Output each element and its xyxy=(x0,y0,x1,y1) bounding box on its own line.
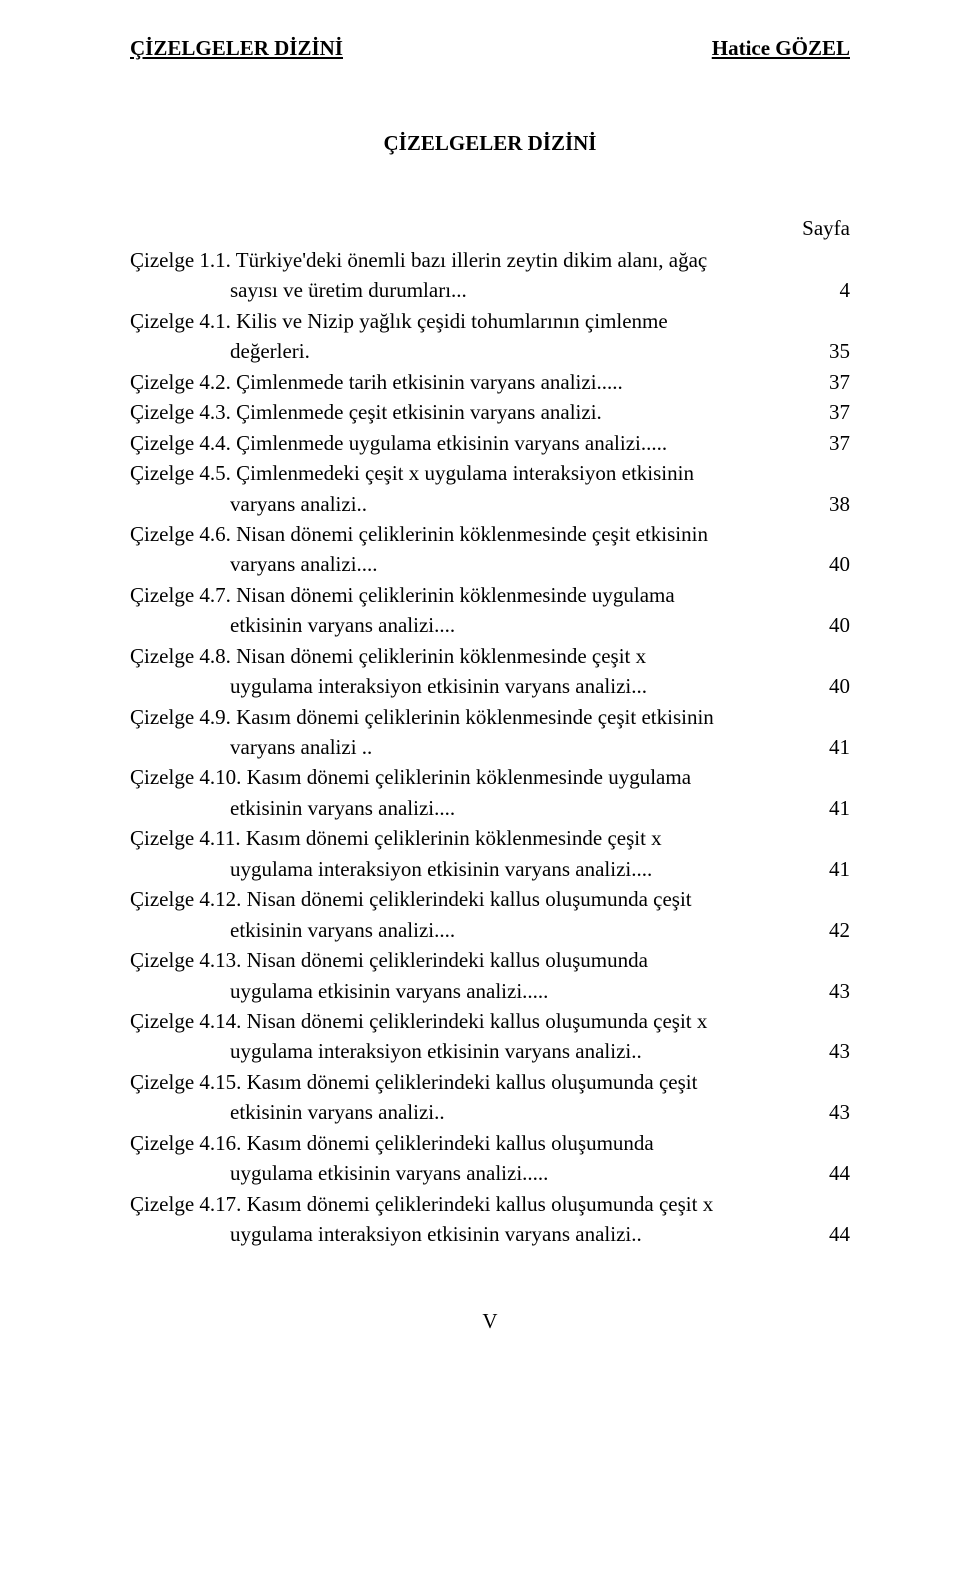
toc-entry-line2: varyans analizi .. xyxy=(130,732,714,762)
toc-entry-line1: Çizelge 4.16. Kasım dönemi çeliklerindek… xyxy=(130,1131,654,1155)
toc-entry: Çizelge 4.2. Çimlenmede tarih etkisinin … xyxy=(130,367,850,397)
toc-entry-text: Çizelge 4.4. Çimlenmede uygulama etkisin… xyxy=(130,428,667,458)
toc-entry-line2: değerleri. xyxy=(130,336,668,366)
toc-entry-line1: Çizelge 4.6. Nisan dönemi çeliklerinin k… xyxy=(130,522,708,546)
toc-entry: Çizelge 4.9. Kasım dönemi çeliklerinin k… xyxy=(130,702,850,763)
toc-entry-text: Çizelge 4.3. Çimlenmede çeşit etkisinin … xyxy=(130,397,602,427)
toc-entry-text: Çizelge 4.7. Nisan dönemi çeliklerinin k… xyxy=(130,580,675,641)
toc-entry-page: 41 xyxy=(800,732,850,762)
toc-entry: Çizelge 4.17. Kasım dönemi çeliklerindek… xyxy=(130,1189,850,1250)
toc-entry-page: 43 xyxy=(800,976,850,1006)
toc-entry-text: Çizelge 4.6. Nisan dönemi çeliklerinin k… xyxy=(130,519,708,580)
toc-entry-text: Çizelge 4.17. Kasım dönemi çeliklerindek… xyxy=(130,1189,713,1250)
toc-entry: Çizelge 4.12. Nisan dönemi çeliklerindek… xyxy=(130,884,850,945)
toc-entry-text: Çizelge 4.12. Nisan dönemi çeliklerindek… xyxy=(130,884,692,945)
toc-entry-text: Çizelge 4.15. Kasım dönemi çeliklerindek… xyxy=(130,1067,697,1128)
toc-entry-text: Çizelge 4.10. Kasım dönemi çeliklerinin … xyxy=(130,762,691,823)
toc-entry-text: Çizelge 4.9. Kasım dönemi çeliklerinin k… xyxy=(130,702,714,763)
toc-entry-line2: varyans analizi.... xyxy=(130,549,708,579)
toc-entry-line2: etkisinin varyans analizi.... xyxy=(130,610,675,640)
toc-entry: Çizelge 4.3. Çimlenmede çeşit etkisinin … xyxy=(130,397,850,427)
toc-entry-page: 40 xyxy=(800,549,850,579)
toc-entry: Çizelge 4.15. Kasım dönemi çeliklerindek… xyxy=(130,1067,850,1128)
header-left: ÇİZELGELER DİZİNİ xyxy=(130,36,343,61)
toc-entry-text: Çizelge 4.2. Çimlenmede tarih etkisinin … xyxy=(130,367,623,397)
toc-entry-line2: etkisinin varyans analizi.. xyxy=(130,1097,697,1127)
toc-entry-line1: Çizelge 4.11. Kasım dönemi çeliklerinin … xyxy=(130,826,662,850)
toc-entry: Çizelge 4.14. Nisan dönemi çeliklerindek… xyxy=(130,1006,850,1067)
toc-entry-line1: Çizelge 4.10. Kasım dönemi çeliklerinin … xyxy=(130,765,691,789)
toc-entry-line2: uygulama interaksiyon etkisinin varyans … xyxy=(130,1219,713,1249)
toc-entry: Çizelge 4.4. Çimlenmede uygulama etkisin… xyxy=(130,428,850,458)
toc-entry-page: 40 xyxy=(800,671,850,701)
toc-entry-line1: Çizelge 4.3. Çimlenmede çeşit etkisinin … xyxy=(130,400,602,424)
page-number: V xyxy=(130,1309,850,1334)
toc-entry-page: 4 xyxy=(800,275,850,305)
toc-entry-line1: Çizelge 4.1. Kilis ve Nizip yağlık çeşid… xyxy=(130,309,668,333)
toc-entry: Çizelge 1.1. Türkiye'deki önemli bazı il… xyxy=(130,245,850,306)
toc-entry: Çizelge 4.13. Nisan dönemi çeliklerindek… xyxy=(130,945,850,1006)
toc-entry-line1: Çizelge 1.1. Türkiye'deki önemli bazı il… xyxy=(130,248,707,272)
toc-entry-line1: Çizelge 4.13. Nisan dönemi çeliklerindek… xyxy=(130,948,648,972)
toc-entry-line2: sayısı ve üretim durumları... xyxy=(130,275,707,305)
toc-entry-text: Çizelge 4.5. Çimlenmedeki çeşit x uygula… xyxy=(130,458,694,519)
toc-entry-line1: Çizelge 4.17. Kasım dönemi çeliklerindek… xyxy=(130,1192,713,1216)
toc-entry-line1: Çizelge 4.12. Nisan dönemi çeliklerindek… xyxy=(130,887,692,911)
toc-entry-line2: etkisinin varyans analizi.... xyxy=(130,915,692,945)
toc-entry-page: 37 xyxy=(800,367,850,397)
toc-entry-page: 41 xyxy=(800,854,850,884)
toc-entry-line1: Çizelge 4.15. Kasım dönemi çeliklerindek… xyxy=(130,1070,697,1094)
toc-entry: Çizelge 4.8. Nisan dönemi çeliklerinin k… xyxy=(130,641,850,702)
toc-entry-line2: uygulama interaksiyon etkisinin varyans … xyxy=(130,854,662,884)
toc-entry: Çizelge 4.7. Nisan dönemi çeliklerinin k… xyxy=(130,580,850,641)
toc-entry-page: 41 xyxy=(800,793,850,823)
toc-entry-line1: Çizelge 4.8. Nisan dönemi çeliklerinin k… xyxy=(130,644,646,668)
toc-entry: Çizelge 4.5. Çimlenmedeki çeşit x uygula… xyxy=(130,458,850,519)
toc-entry-page: 42 xyxy=(800,915,850,945)
toc-entry: Çizelge 4.1. Kilis ve Nizip yağlık çeşid… xyxy=(130,306,850,367)
toc-entry-text: Çizelge 4.1. Kilis ve Nizip yağlık çeşid… xyxy=(130,306,668,367)
toc-entry-page: 35 xyxy=(800,336,850,366)
page-header: ÇİZELGELER DİZİNİ Hatice GÖZEL xyxy=(130,36,850,61)
toc-entry-text: Çizelge 4.8. Nisan dönemi çeliklerinin k… xyxy=(130,641,647,702)
toc-entry-line1: Çizelge 4.2. Çimlenmede tarih etkisinin … xyxy=(130,370,623,394)
toc-entry-page: 37 xyxy=(800,428,850,458)
page-column-label: Sayfa xyxy=(130,216,850,241)
toc-entry: Çizelge 4.16. Kasım dönemi çeliklerindek… xyxy=(130,1128,850,1189)
toc-entry-page: 43 xyxy=(800,1097,850,1127)
toc-entry: Çizelge 4.11. Kasım dönemi çeliklerinin … xyxy=(130,823,850,884)
toc-entry-page: 37 xyxy=(800,397,850,427)
toc-entry: Çizelge 4.10. Kasım dönemi çeliklerinin … xyxy=(130,762,850,823)
toc-entry-line2: varyans analizi.. xyxy=(130,489,694,519)
toc-entry-line2: etkisinin varyans analizi.... xyxy=(130,793,691,823)
toc-entry-line2: uygulama etkisinin varyans analizi..... xyxy=(130,976,648,1006)
toc-entry-text: Çizelge 4.14. Nisan dönemi çeliklerindek… xyxy=(130,1006,707,1067)
toc-entry-page: 44 xyxy=(800,1219,850,1249)
toc-entry-page: 38 xyxy=(800,489,850,519)
page-title: ÇİZELGELER DİZİNİ xyxy=(130,131,850,156)
toc-list: Çizelge 1.1. Türkiye'deki önemli bazı il… xyxy=(130,245,850,1249)
toc-entry-line1: Çizelge 4.7. Nisan dönemi çeliklerinin k… xyxy=(130,583,675,607)
toc-entry-page: 40 xyxy=(800,610,850,640)
toc-entry-line2: uygulama interaksiyon etkisinin varyans … xyxy=(130,671,647,701)
toc-entry-text: Çizelge 4.13. Nisan dönemi çeliklerindek… xyxy=(130,945,648,1006)
toc-entry-line1: Çizelge 4.9. Kasım dönemi çeliklerinin k… xyxy=(130,705,714,729)
toc-entry-line1: Çizelge 4.5. Çimlenmedeki çeşit x uygula… xyxy=(130,461,694,485)
toc-entry-text: Çizelge 4.11. Kasım dönemi çeliklerinin … xyxy=(130,823,662,884)
toc-entry: Çizelge 4.6. Nisan dönemi çeliklerinin k… xyxy=(130,519,850,580)
toc-entry-text: Çizelge 4.16. Kasım dönemi çeliklerindek… xyxy=(130,1128,654,1189)
toc-entry-line2: uygulama etkisinin varyans analizi..... xyxy=(130,1158,654,1188)
toc-entry-page: 44 xyxy=(800,1158,850,1188)
toc-entry-line1: Çizelge 4.14. Nisan dönemi çeliklerindek… xyxy=(130,1009,707,1033)
toc-entry-page: 43 xyxy=(800,1036,850,1066)
header-right: Hatice GÖZEL xyxy=(712,36,850,61)
toc-entry-text: Çizelge 1.1. Türkiye'deki önemli bazı il… xyxy=(130,245,707,306)
toc-entry-line1: Çizelge 4.4. Çimlenmede uygulama etkisin… xyxy=(130,431,667,455)
toc-entry-line2: uygulama interaksiyon etkisinin varyans … xyxy=(130,1036,707,1066)
